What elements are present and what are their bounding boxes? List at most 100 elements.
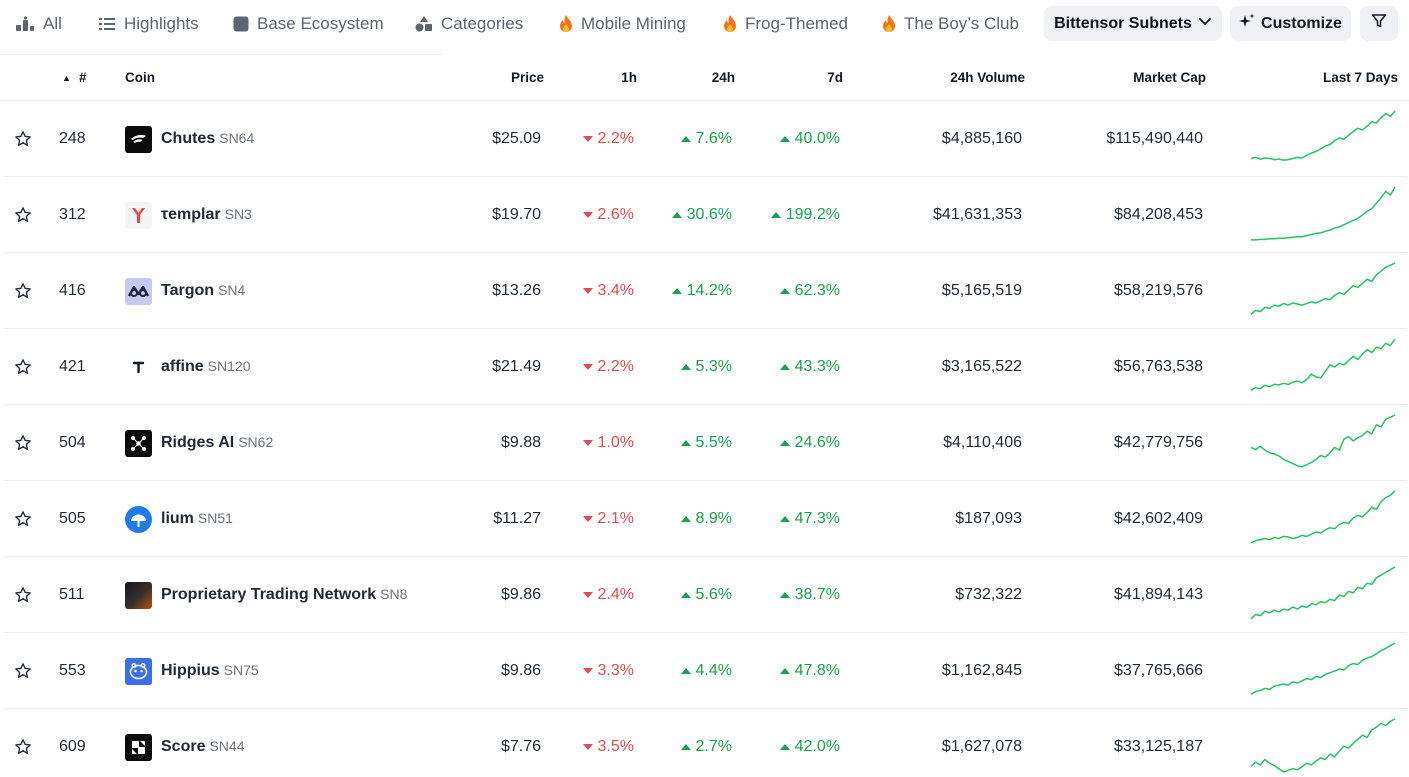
star-icon[interactable] [14,709,34,777]
star-icon[interactable] [14,481,34,557]
caret-down-icon [582,668,593,674]
header-rank[interactable]: # [79,70,87,85]
coin-link[interactable]: Proprietary Trading Network SN8 [125,557,407,633]
coin-link[interactable]: lium SN51 [125,481,233,557]
volume-24h: $732,322 [955,586,1022,603]
tab-base-ecosystem[interactable]: Base Ecosystem [233,11,384,37]
chevron-down-icon [1198,14,1212,33]
change-1h: 1.0% [582,405,634,481]
coin-link[interactable]: affine SN120 [125,329,250,405]
star-icon[interactable] [14,177,34,253]
caret-up-icon [680,364,691,370]
change-7d: 47.8% [779,633,840,709]
volume-24h: $5,165,519 [941,282,1022,299]
tab-mobile-mining[interactable]: Mobile Mining [559,11,686,37]
table-row[interactable]: 553 Hippius SN75 $9.86 3.3% 4.4% 47.8% $1… [4,633,1407,709]
header-market-cap[interactable]: Market Cap [1133,70,1206,85]
coin-name: Ridges AI [161,434,235,451]
caret-up-icon [779,668,790,674]
caret-up-icon [680,516,691,522]
coin-symbol: SN51 [197,510,233,526]
caret-up-icon [779,440,790,446]
change-24h-value: 8.9% [695,510,732,527]
coin-name: Proprietary Trading Network [161,586,377,603]
tab-frog-themed[interactable]: Frog-Themed [723,11,848,37]
coin-name: affine [161,358,204,375]
star-icon[interactable] [14,253,34,329]
coin-link[interactable]: Score SN44 [125,709,245,777]
header-price[interactable]: Price [510,70,544,85]
change-1h-value: 2.2% [597,358,634,375]
change-24h-value: 5.5% [695,434,732,451]
table-row[interactable]: 511 Proprietary Trading Network SN8 $9.86… [4,557,1407,633]
price: $13.26 [492,282,541,299]
list-icon [98,16,116,32]
bittensor-subnets-dropdown[interactable]: Bittensor Subnets [1044,6,1222,41]
tab-categories[interactable]: Categories [415,11,523,37]
coin-link[interactable]: Targon SN4 [125,253,245,329]
header-coin[interactable]: Coin [125,70,155,85]
header-7d[interactable]: 7d [827,70,843,85]
caret-up-icon [680,136,691,142]
fire-icon [559,15,573,33]
caret-up-icon [779,592,790,598]
filter-button[interactable] [1360,6,1398,41]
coin-link[interactable]: τemplar SN3 [125,177,252,253]
header-24h[interactable]: 24h [711,70,735,85]
caret-up-icon [671,212,682,218]
table-row[interactable]: 248 Chutes SN64 $25.09 2.2% 7.6% 40.0% $4… [4,101,1407,177]
star-icon[interactable] [14,633,34,709]
coin-link[interactable]: Chutes SN64 [125,101,254,177]
rank: 553 [59,662,86,679]
star-icon[interactable] [14,405,34,481]
change-24h-value: 2.7% [695,738,732,755]
caret-up-icon [680,440,691,446]
sparkline-path [1250,262,1396,315]
change-24h: 7.6% [680,101,732,177]
table-row[interactable]: 609 Score SN44 $7.76 3.5% 2.7% 42.0% $1,6… [4,709,1407,777]
header-24h-volume[interactable]: 24h Volume [950,70,1025,85]
caret-down-icon [582,744,593,750]
market-cap: $33,125,187 [1114,738,1203,755]
volume-24h: $1,627,078 [941,738,1022,755]
change-24h-value: 30.6% [686,206,732,223]
rank: 504 [59,434,86,451]
sparkline-path [1251,186,1396,241]
star-icon[interactable] [14,329,34,405]
header-1h[interactable]: 1h [621,70,637,85]
customize-button[interactable]: Customize [1230,6,1351,41]
rank: 312 [59,206,86,223]
table-row[interactable]: 504 Ridges AI SN62 $9.88 1.0% 5.5% 24.6% … [4,405,1407,481]
change-24h: 30.6% [671,177,732,253]
tab-the-boys-club[interactable]: The Boy’s Club [882,11,1019,37]
sparkline-7d [1250,338,1396,391]
coin-name: Score [161,738,206,755]
star-icon[interactable] [14,557,34,633]
table-row[interactable]: 416 Targon SN4 $13.26 3.4% 14.2% 62.3% $5… [4,253,1407,329]
table-row[interactable]: 312 τemplar SN3 $19.70 2.6% 30.6% 199.2% … [4,177,1407,253]
change-1h: 3.5% [582,709,634,777]
coin-link[interactable]: Hippius SN75 [125,633,259,709]
coin-link[interactable]: Ridges AI SN62 [125,405,273,481]
change-7d: 40.0% [779,101,840,177]
star-icon[interactable] [14,101,34,177]
change-7d: 62.3% [779,253,840,329]
volume-24h: $4,885,160 [941,130,1022,147]
change-7d: 24.6% [779,405,840,481]
tab-all[interactable]: All [15,11,62,37]
change-1h-value: 3.5% [597,738,634,755]
caret-up-icon [680,668,691,674]
sparkline-7d [1250,262,1396,315]
table-row[interactable]: 505 lium SN51 $11.27 2.1% 8.9% 47.3% $187… [4,481,1407,557]
change-7d-value: 42.0% [794,738,840,755]
sparkline-path [1250,718,1396,773]
coin-symbol: SN8 [380,586,408,602]
volume-24h: $41,631,353 [933,206,1022,223]
coin-name: Targon [161,282,215,299]
table-row[interactable]: 421 affine SN120 $21.49 2.2% 5.3% 43.3% $… [4,329,1407,405]
sparkline-path [1250,338,1396,391]
change-7d-value: 62.3% [794,282,840,299]
change-7d: 47.3% [779,481,840,557]
table-header: ▲ # Coin Price 1h 24h 7d 24h Volume Mark… [0,56,1409,101]
tab-highlights[interactable]: Highlights [98,11,199,37]
